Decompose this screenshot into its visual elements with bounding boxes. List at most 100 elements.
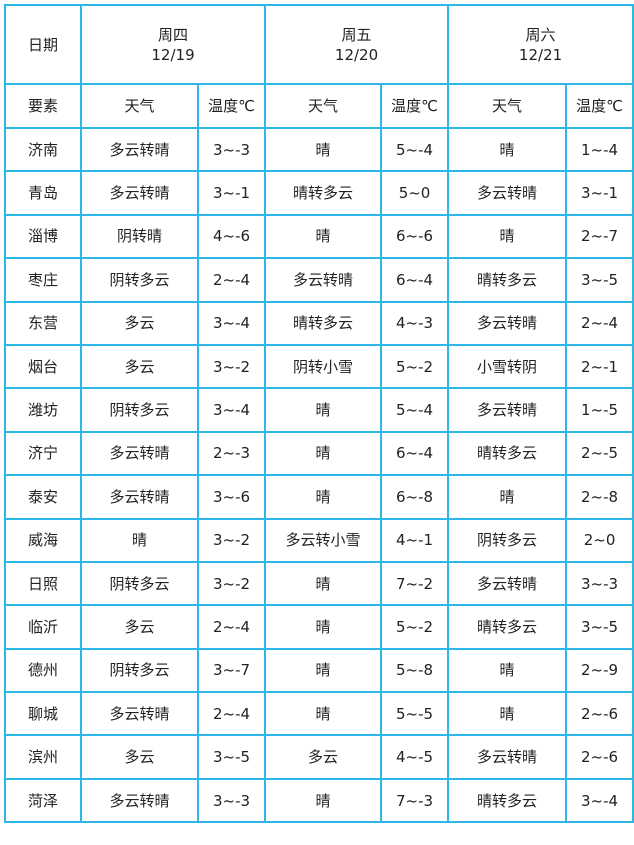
header-row-elements: 要素 天气 温度℃ 天气 温度℃ 天气 温度℃ [4,83,634,129]
weather-cell: 多云转晴 [447,170,568,216]
weather-cell: 晴 [264,647,383,694]
temp-cell: 2~-6 [565,734,634,780]
table-row: 临沂 多云 2~-4 晴 5~-2 晴转多云 3~-5 [4,604,634,650]
city-cell: 泰安 [4,474,82,520]
table-row: 威海晴 3~-2 多云转小雪 4~-1 阴转多云 2~0 [4,517,634,563]
temp-cell: 5~-8 [380,647,450,694]
weather-cell: 多云转小雪 [264,517,383,563]
city-cell: 滨州 [4,734,82,780]
temp-cell: 3~-5 [565,604,634,650]
weather-cell: 多云转晴 [447,560,568,607]
weather-cell: 阴转晴 [80,213,199,260]
temp-cell: 3~-5 [565,257,634,303]
city-cell: 聊城 [4,691,82,737]
weather-cell: 晴 [447,126,568,173]
temp-cell: 3~-1 [565,170,634,216]
city-cell: 济南 [4,126,82,173]
weather-cell: 晴转多云 [447,430,568,477]
weather-cell: 晴转多云 [264,300,383,346]
table-row: 枣庄 阴转多云 2~-4 多云转晴 6~-4 晴转多云 3~-5 [4,257,634,303]
temp-cell: 3~-2 [196,343,267,390]
date-label: 日期 [4,4,82,85]
weather-cell: 多云转晴 [447,734,568,780]
weather-cell: 多云 [80,604,199,650]
weather-cell: 晴 [264,560,383,607]
weather-cell: 晴 [447,691,568,737]
city-cell: 菏泽 [4,777,82,824]
weather-cell: 晴 [264,604,383,650]
temp-cell: 6~-6 [380,213,450,260]
city-cell: 威海 [4,517,82,563]
table-row: 淄博 阴转晴 4~-6 晴 6~-6 晴 2~-7 [4,213,634,260]
weather-cell: 晴转多云 [447,257,568,303]
temp-cell: 3~-3 [565,560,634,607]
temp-cell: 2~-6 [565,691,634,737]
weather-cell: 阴转多云 [80,387,199,433]
weather-cell: 多云转晴 [80,777,199,824]
weather-cell: 晴 [264,691,383,737]
temp-cell: 2~-1 [565,343,634,390]
city-cell: 淄博 [4,213,82,260]
temp-cell: 1~-4 [565,126,634,173]
temp-cell: 2~-9 [565,647,634,694]
city-cell: 烟台 [4,343,82,390]
weather-cell: 阴转小雪 [264,343,383,390]
city-cell: 潍坊 [4,387,82,433]
temp-cell: 3~-4 [196,387,267,433]
table-row: 潍坊 阴转多云 3~-4 晴 5~-4 多云转晴 1~-5 [4,387,634,433]
temp-cell: 4~-3 [380,300,450,346]
temp-cell: 3~-1 [196,170,267,216]
city-cell: 临沂 [4,604,82,650]
day-header-thu: 周四 12/19 [79,4,267,85]
weather-cell: 多云转晴 [447,387,568,433]
weather-cell: 多云转晴 [80,126,199,173]
table-row: 滨州 多云 3~-5 多云 4~-5 多云转晴 2~-6 [4,734,634,780]
table-row: 济南 多云转晴 3~-3 晴 5~-4 晴 1~-4 [4,126,634,173]
table-row: 济宁 多云转晴 2~-3 晴 6~-4 晴转多云 2~-5 [4,430,634,477]
temp-cell: 2~0 [565,517,634,563]
temp-cell: 5~-4 [380,126,450,173]
weather-cell: 晴 [264,777,383,824]
city-cell: 德州 [4,647,82,694]
weather-cell: 多云转晴 [80,170,199,216]
city-cell: 济宁 [4,430,82,477]
temp-cell: 4~-6 [196,213,267,260]
header-row-dates: 日期 周四 12/19 周五 12/20 周六 12/21 [4,4,634,85]
weather-cell: 多云 [80,343,199,390]
table-row: 青岛 多云转晴 3~-1 晴转多云 5~0 多云转晴 3~-1 [4,170,634,216]
temp-cell: 6~-4 [380,257,450,303]
temp-cell: 2~-3 [196,430,267,477]
city-cell: 青岛 [4,170,82,216]
temp-cell: 6~-4 [380,430,450,477]
weather-cell: 多云转晴 [80,430,199,477]
weather-header: 天气 [264,83,383,129]
temp-header: 温度℃ [196,83,267,129]
table-row: 菏泽 多云转晴 3~-3 晴 7~-3 晴转多云 3~-4 [4,777,634,824]
weather-cell: 晴 [447,474,568,520]
temp-cell: 5~-5 [380,691,450,737]
weather-cell: 晴 [264,430,383,477]
temp-cell: 5~-4 [380,387,450,433]
temp-cell: 3~-3 [196,777,267,824]
temp-cell: 3~-4 [565,777,634,824]
weather-header: 天气 [80,83,199,129]
weather-cell: 小雪转阴 [447,343,568,390]
weather-cell: 多云 [80,300,199,346]
temp-cell: 2~-8 [565,474,634,520]
weather-cell: 阴转多云 [447,517,568,563]
temp-cell: 2~-4 [196,257,267,303]
table-row: 东营 多云 3~-4 晴转多云 4~-3 多云转晴 2~-4 [4,300,634,346]
temp-cell: 3~-5 [196,734,267,780]
weather-cell: 阴转多云 [80,560,199,607]
table-row: 聊城 多云转晴 2~-4 晴 5~-5 晴 2~-6 [4,691,634,737]
temp-cell: 2~-7 [565,213,634,260]
temp-cell: 3~-7 [196,647,267,694]
temp-cell: 4~-5 [380,734,450,780]
table-row: 德州 阴转多云 3~-7 晴 5~-8 晴 2~-9 [4,647,634,694]
temp-cell: 3~-2 [196,517,267,563]
table-row: 日照 阴转多云 3~-2 晴 7~-2 多云转晴 3~-3 [4,560,634,607]
weather-cell: 阴转多云 [80,647,199,694]
temp-cell: 3~-2 [196,560,267,607]
day-header-fri: 周五 12/20 [264,4,450,85]
weather-cell: 多云转晴 [80,691,199,737]
